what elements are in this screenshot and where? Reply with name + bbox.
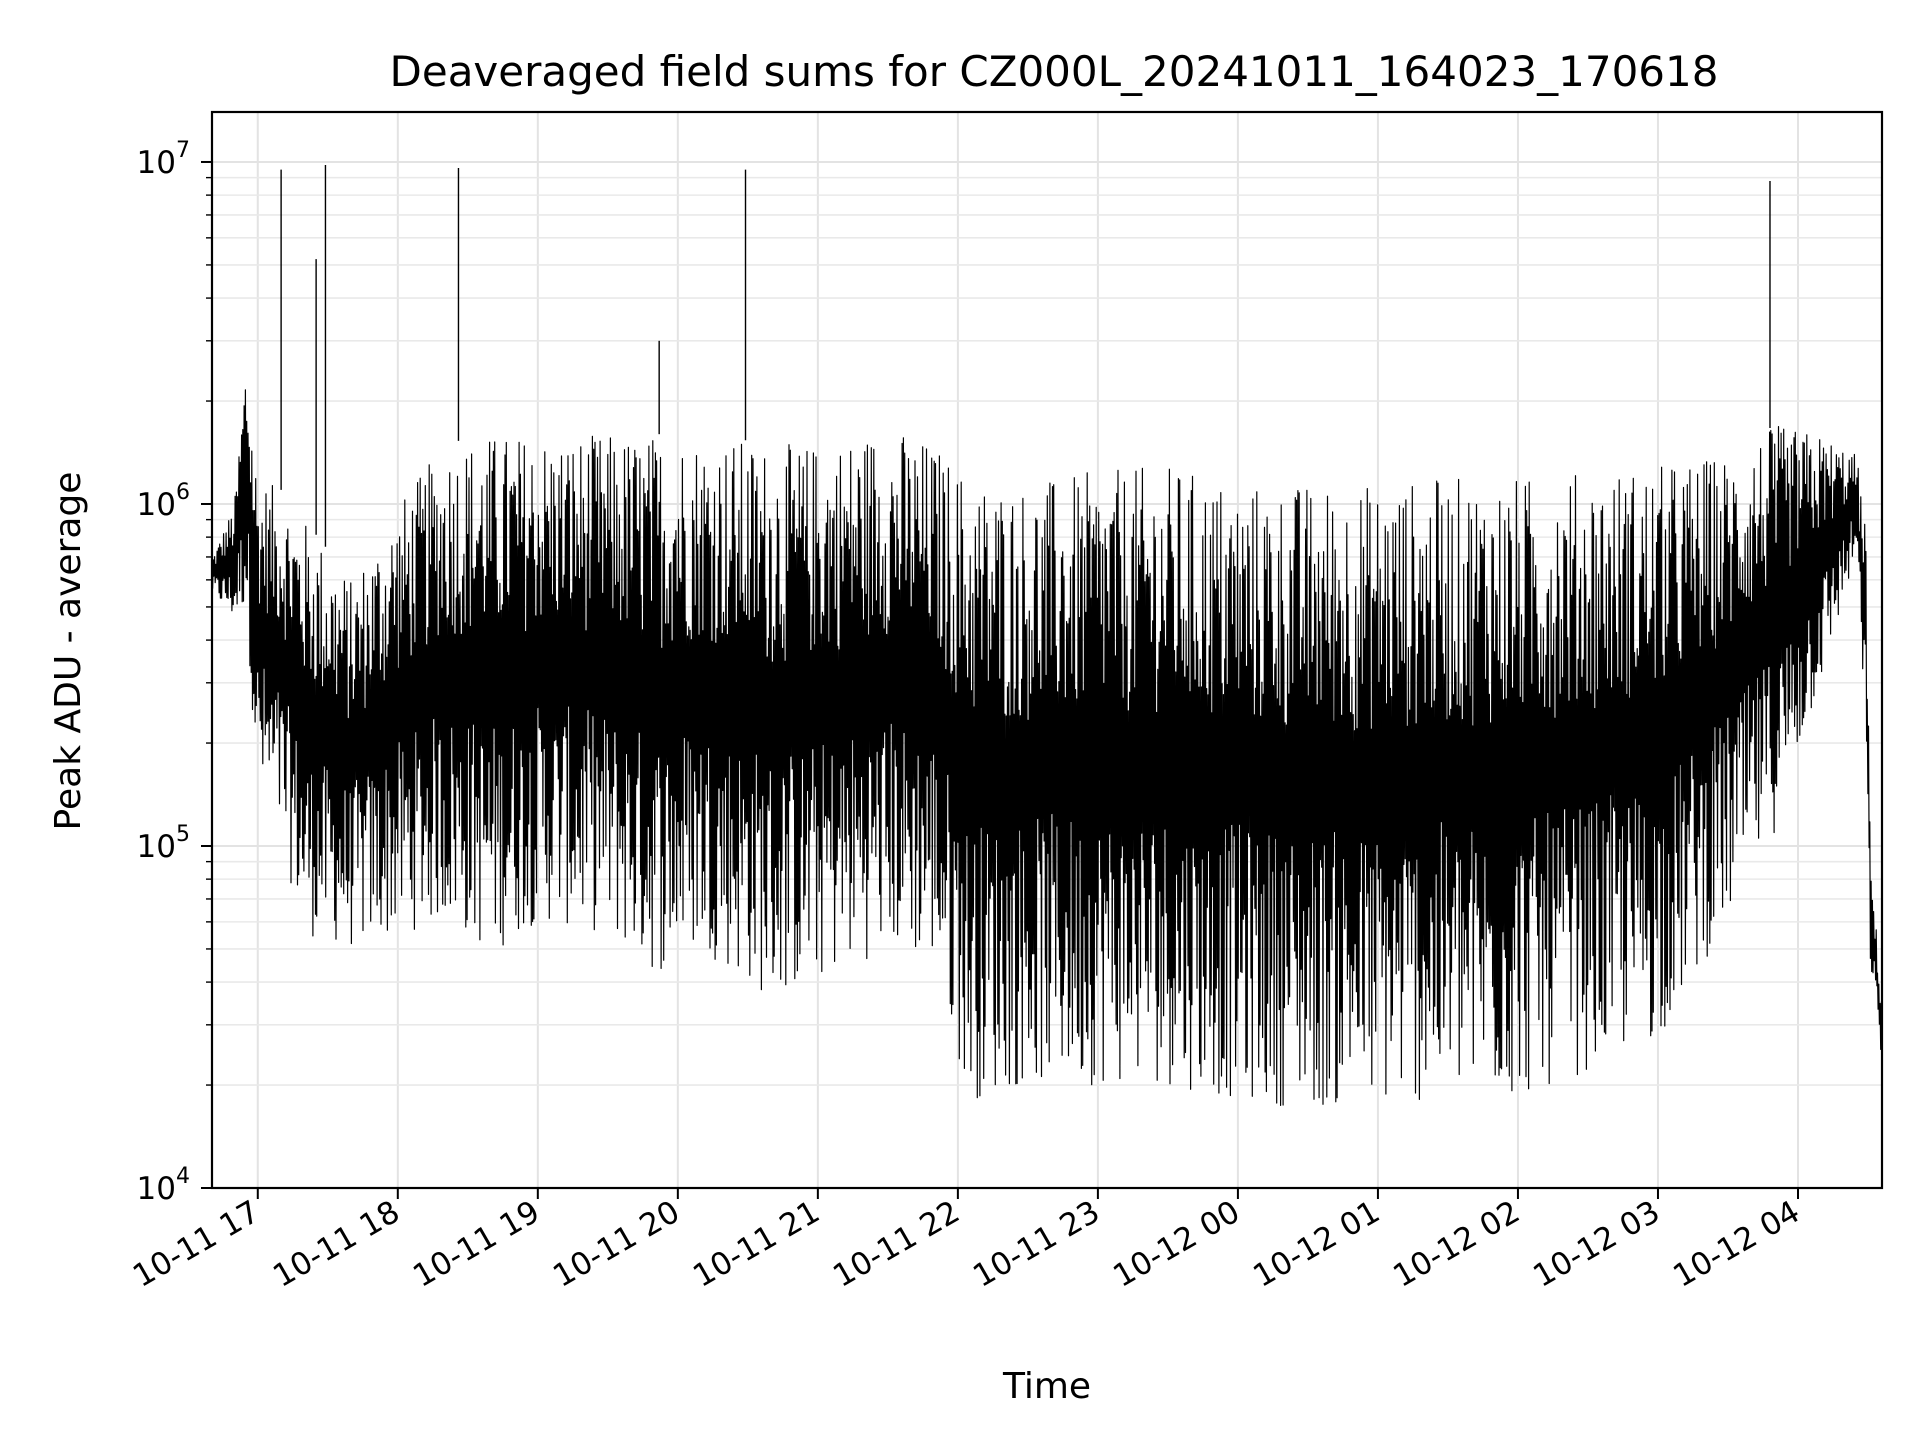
plot-frame — [210, 110, 1884, 1190]
series-line — [212, 164, 1882, 1106]
y-axis-label: Peak ADU - average — [48, 472, 89, 831]
chart-title: Deaveraged field sums for CZ000L_2024101… — [390, 47, 1719, 96]
y-tick-label: 106 — [137, 480, 190, 523]
x-axis-label: Time — [1002, 1366, 1091, 1407]
series-path — [212, 389, 1882, 1106]
